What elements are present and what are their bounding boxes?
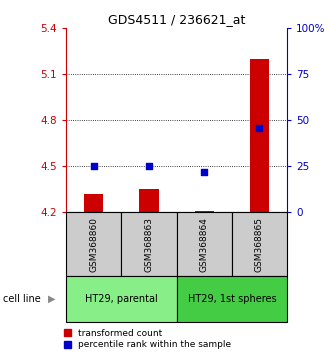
Bar [250, 59, 269, 212]
Text: ▶: ▶ [48, 294, 55, 304]
Text: GSM368863: GSM368863 [145, 217, 153, 272]
Point [257, 125, 262, 131]
Title: GDS4511 / 236621_at: GDS4511 / 236621_at [108, 13, 245, 26]
Text: GSM368864: GSM368864 [200, 217, 209, 272]
Text: HT29, 1st spheres: HT29, 1st spheres [187, 294, 276, 304]
Point [146, 164, 151, 169]
Bar [232, 212, 287, 276]
Text: GSM368865: GSM368865 [255, 217, 264, 272]
Bar [66, 276, 177, 322]
Bar [139, 189, 159, 212]
Text: cell line: cell line [3, 294, 41, 304]
Point [91, 164, 96, 169]
Text: HT29, parental: HT29, parental [85, 294, 158, 304]
Legend: transformed count, percentile rank within the sample: transformed count, percentile rank withi… [64, 329, 231, 349]
Bar [177, 276, 287, 322]
Bar [66, 212, 121, 276]
Bar [177, 212, 232, 276]
Bar [84, 194, 103, 212]
Point [202, 169, 207, 175]
Bar [121, 212, 177, 276]
Text: GSM368860: GSM368860 [89, 217, 98, 272]
Bar [194, 211, 214, 212]
